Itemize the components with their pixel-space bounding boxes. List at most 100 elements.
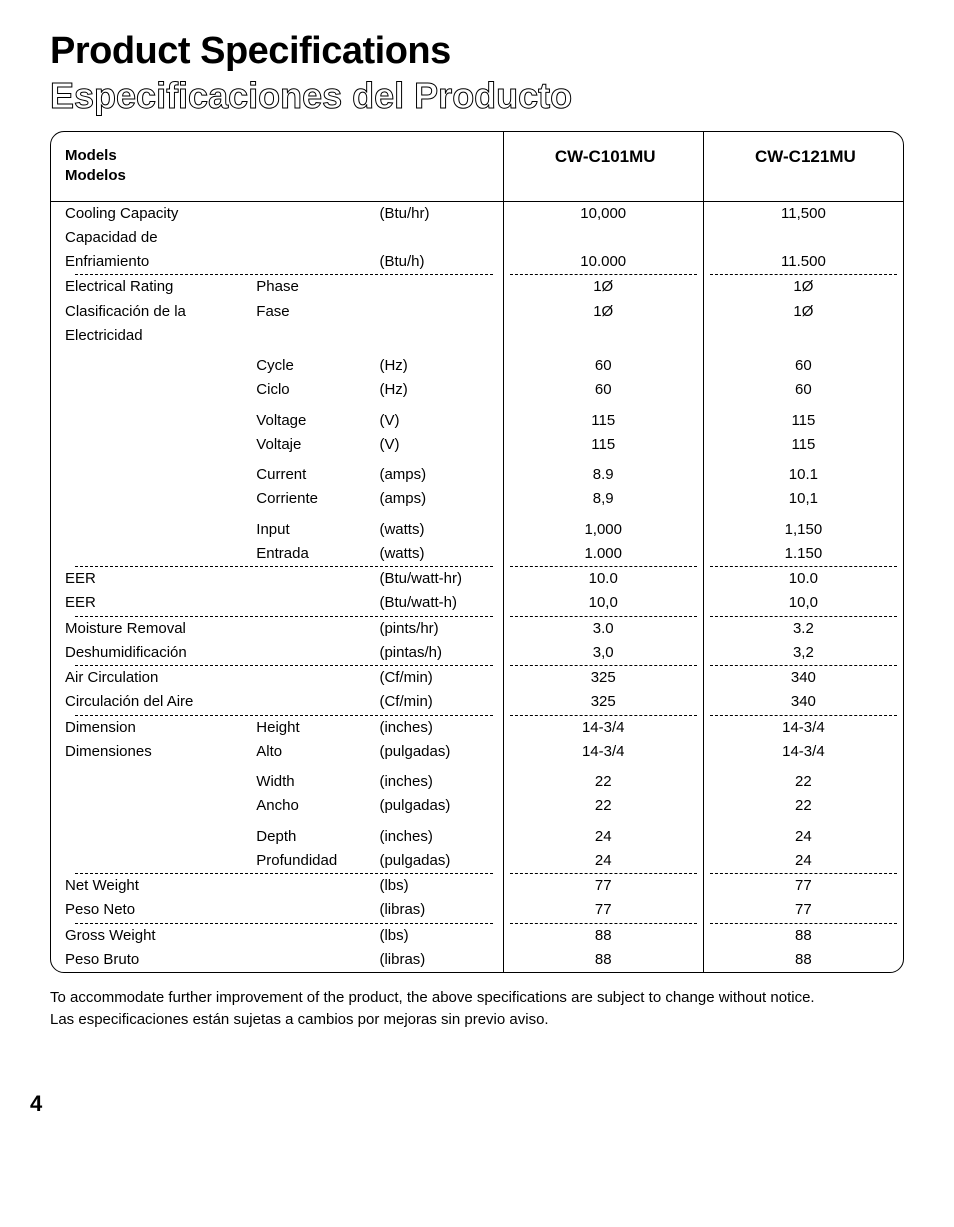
dim-height-m2-en: 14-3/4	[703, 716, 903, 740]
dim-depth-unit-es: (pulgadas)	[379, 849, 502, 873]
row-dim-height-es: Dimensiones Alto (pulgadas) 14-3/4 14-3/…	[51, 740, 903, 764]
elec-voltage-m2-es: 115	[703, 433, 903, 457]
dim-height-m1-es: 14-3/4	[503, 740, 703, 764]
elec-current-m2-en: 10.1	[703, 457, 903, 487]
footnote-en: To accommodate further improvement of th…	[50, 987, 904, 1009]
cooling-m2-en: 11,500	[703, 202, 903, 226]
grossweight-m2-es: 88	[703, 948, 903, 972]
dim-depth-m2-en: 24	[703, 819, 903, 849]
elec-cycle-m2-en: 60	[703, 348, 903, 378]
air-label-es: Circulación del Aire	[51, 690, 256, 714]
dim-label-en: Dimension	[51, 716, 256, 740]
grossweight-label-es: Peso Bruto	[51, 948, 256, 972]
elec-input-unit-es: (watts)	[379, 542, 502, 566]
cooling-label-en: Cooling Capacity	[51, 202, 256, 226]
elec-input-m2-en: 1,150	[703, 512, 903, 542]
row-netweight-en: Net Weight (lbs) 77 77	[51, 874, 903, 898]
netweight-unit-es: (libras)	[379, 898, 502, 922]
elec-phase-m1-en: 1Ø	[503, 275, 703, 299]
elec-current-m2-es: 10,1	[703, 487, 903, 511]
cooling-label-es2: Enfriamiento	[51, 250, 256, 274]
air-label-en: Air Circulation	[51, 666, 256, 690]
row-cooling-en: Cooling Capacity (Btu/hr) 10,000 11,500	[51, 202, 903, 226]
netweight-unit-en: (lbs)	[379, 874, 502, 898]
elec-input-en: Input	[256, 512, 379, 542]
row-elec-input-en: Input (watts) 1,000 1,150	[51, 512, 903, 542]
row-grossweight-en: Gross Weight (lbs) 88 88	[51, 924, 903, 948]
row-elec-current-es: Corriente (amps) 8,9 10,1	[51, 487, 903, 511]
eer-m2-en: 10.0	[703, 567, 903, 591]
row-dim-width-es: Ancho (pulgadas) 22 22	[51, 794, 903, 818]
netweight-label-es: Peso Neto	[51, 898, 256, 922]
elec-current-m1-es: 8,9	[503, 487, 703, 511]
moisture-m1-es: 3,0	[503, 641, 703, 665]
dim-width-unit-es: (pulgadas)	[379, 794, 502, 818]
row-moisture-es: Deshumidificación (pintas/h) 3,0 3,2	[51, 641, 903, 665]
elec-input-m1-es: 1.000	[503, 542, 703, 566]
row-air-en: Air Circulation (Cf/min) 325 340	[51, 666, 903, 690]
elec-current-en: Current	[256, 457, 379, 487]
dim-label-es: Dimensiones	[51, 740, 256, 764]
dim-depth-en: Depth	[256, 819, 379, 849]
dim-height-unit-en: (inches)	[379, 716, 502, 740]
eer-m2-es: 10,0	[703, 591, 903, 615]
row-elec-phase-en: Electrical Rating Phase 1Ø 1Ø	[51, 275, 903, 299]
moisture-unit-en: (pints/hr)	[379, 617, 502, 641]
row-elec-cycle-es: Ciclo (Hz) 60 60	[51, 378, 903, 402]
elec-input-m1-en: 1,000	[503, 512, 703, 542]
row-elec-cycle-en: Cycle (Hz) 60 60	[51, 348, 903, 378]
dim-depth-m1-en: 24	[503, 819, 703, 849]
header-model1: CW-C101MU	[503, 132, 703, 202]
elec-phase-m2-en: 1Ø	[703, 275, 903, 299]
air-m1-es: 325	[503, 690, 703, 714]
row-netweight-es: Peso Neto (libras) 77 77	[51, 898, 903, 922]
moisture-unit-es: (pintas/h)	[379, 641, 502, 665]
dim-depth-m2-es: 24	[703, 849, 903, 873]
cooling-m1-en: 10,000	[503, 202, 703, 226]
dim-height-en: Height	[256, 716, 379, 740]
moisture-m1-en: 3.0	[503, 617, 703, 641]
moisture-label-es: Deshumidificación	[51, 641, 256, 665]
air-m1-en: 325	[503, 666, 703, 690]
eer-unit-es: (Btu/watt-h)	[379, 591, 502, 615]
grossweight-m2-en: 88	[703, 924, 903, 948]
dim-height-m1-en: 14-3/4	[503, 716, 703, 740]
table-header-row: Models Modelos CW-C101MU CW-C121MU	[51, 132, 903, 202]
header-label-en: Models	[65, 146, 493, 166]
page-number: 4	[30, 1091, 42, 1117]
dim-width-m1-es: 22	[503, 794, 703, 818]
dim-width-m2-es: 22	[703, 794, 903, 818]
cooling-unit-en: (Btu/hr)	[379, 202, 502, 226]
elec-cycle-m1-en: 60	[503, 348, 703, 378]
row-elec-voltage-es: Voltaje (V) 115 115	[51, 433, 903, 457]
grossweight-unit-en: (lbs)	[379, 924, 502, 948]
cooling-unit-es: (Btu/h)	[379, 250, 502, 274]
grossweight-m1-en: 88	[503, 924, 703, 948]
elec-phase-m2-es: 1Ø	[703, 300, 903, 324]
netweight-m1-es: 77	[503, 898, 703, 922]
eer-m1-en: 10.0	[503, 567, 703, 591]
dim-depth-m1-es: 24	[503, 849, 703, 873]
netweight-m1-en: 77	[503, 874, 703, 898]
header-label-es: Modelos	[65, 166, 493, 186]
elec-phase-en: Phase	[256, 275, 379, 299]
dim-width-unit-en: (inches)	[379, 764, 502, 794]
elec-voltage-unit-es: (V)	[379, 433, 502, 457]
title-en: Product Specifications	[50, 30, 904, 73]
elec-current-unit-en: (amps)	[379, 457, 502, 487]
grossweight-m1-es: 88	[503, 948, 703, 972]
dim-height-unit-es: (pulgadas)	[379, 740, 502, 764]
eer-label-es: EER	[51, 591, 256, 615]
elec-phase-es: Fase	[256, 300, 379, 324]
row-cooling-es1: Capacidad de	[51, 226, 903, 250]
row-elec-input-es: Entrada (watts) 1.000 1.150	[51, 542, 903, 566]
eer-label-en: EER	[51, 567, 256, 591]
elec-input-m2-es: 1.150	[703, 542, 903, 566]
elec-voltage-unit-en: (V)	[379, 403, 502, 433]
row-elec-phase-es: Clasificación de la Fase 1Ø 1Ø	[51, 300, 903, 324]
moisture-m2-es: 3,2	[703, 641, 903, 665]
air-m2-es: 340	[703, 690, 903, 714]
elec-cycle-m2-es: 60	[703, 378, 903, 402]
cooling-label-es1: Capacidad de	[51, 226, 256, 250]
row-eer-en: EER (Btu/watt-hr) 10.0 10.0	[51, 567, 903, 591]
